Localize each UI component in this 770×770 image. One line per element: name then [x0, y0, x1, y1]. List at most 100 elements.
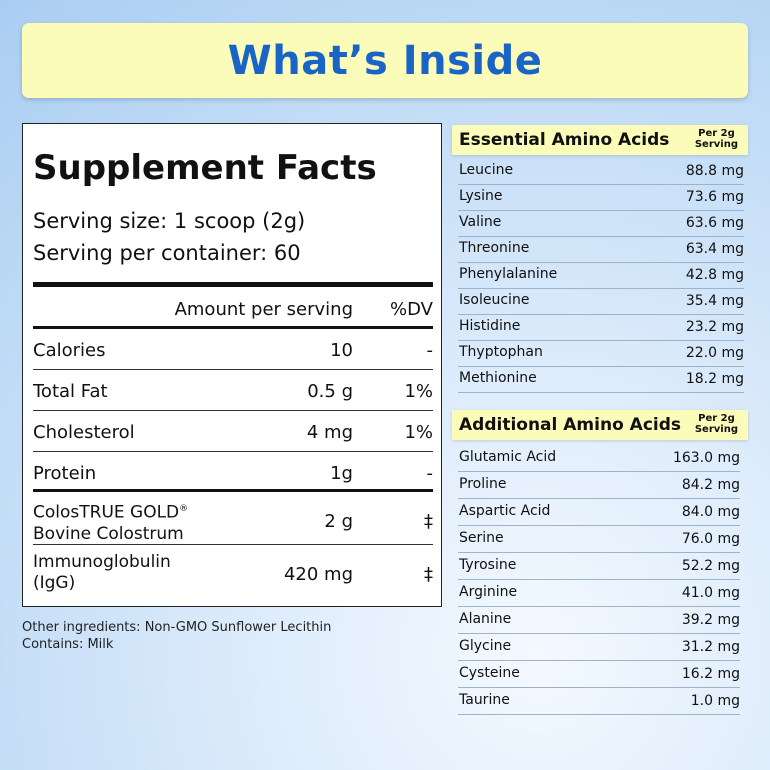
- list-item: Taurine 1.0 mg: [458, 688, 740, 715]
- amino-value: 163.0 mg: [672, 450, 740, 466]
- row-amount-calories: 10: [330, 340, 353, 361]
- contains-note: Contains: Milk: [22, 637, 114, 652]
- amino-value: 63.6 mg: [685, 215, 744, 231]
- registered-mark: ®: [179, 504, 189, 514]
- amino-value: 16.2 mg: [681, 666, 740, 682]
- header-banner: What’s Inside: [22, 23, 748, 98]
- amino-name: Aspartic Acid: [459, 503, 551, 519]
- dv-header: %DV: [390, 299, 433, 320]
- amino-name: Glutamic Acid: [459, 449, 557, 465]
- amino-value: 84.2 mg: [681, 477, 740, 493]
- amino-value: 35.4 mg: [685, 293, 744, 309]
- amino-value: 1.0 mg: [690, 693, 740, 709]
- divider-thin: [33, 544, 433, 545]
- amino-value: 84.0 mg: [681, 504, 740, 520]
- row-amount-total-fat: 0.5 g: [307, 381, 353, 402]
- additional-amino-title: Additional Amino Acids: [459, 415, 682, 435]
- list-item: Methionine 18.2 mg: [458, 366, 744, 393]
- amino-name: Tyrosine: [459, 557, 517, 573]
- amino-name: Proline: [459, 476, 507, 492]
- amino-value: 52.2 mg: [681, 558, 740, 574]
- amino-name: Phenylalanine: [459, 266, 558, 282]
- per-serving-note: Per 2g Serving: [694, 413, 738, 435]
- amino-name: Histidine: [459, 318, 521, 334]
- serving-size: Serving size: 1 scoop (2g): [33, 209, 306, 233]
- amino-name: Cysteine: [459, 665, 520, 681]
- amino-name: Leucine: [459, 162, 514, 178]
- amino-value: 22.0 mg: [685, 345, 744, 361]
- row-amount-immunoglobulin: 420 mg: [283, 564, 353, 585]
- amino-value: 88.8 mg: [685, 163, 744, 179]
- row-label-colostrum: ColosTRUE GOLD® Bovine Colostrum: [33, 499, 188, 545]
- amino-name: Arginine: [459, 584, 518, 600]
- amino-name: Glycine: [459, 638, 512, 654]
- colostrum-desc: Bovine Colostrum: [33, 523, 184, 544]
- per-serving-note: Per 2g Serving: [694, 128, 738, 150]
- amino-value: 18.2 mg: [685, 371, 744, 387]
- amino-value: 39.2 mg: [681, 612, 740, 628]
- amino-name: Threonine: [459, 240, 530, 256]
- list-item: Lysine 73.6 mg: [458, 184, 744, 211]
- list-item: Valine 63.6 mg: [458, 210, 744, 237]
- essential-amino-title: Essential Amino Acids: [459, 130, 670, 150]
- amount-per-serving-header: Amount per serving: [174, 299, 353, 320]
- row-dv-calories: -: [426, 340, 434, 361]
- row-amount-cholesterol: 4 mg: [306, 422, 353, 443]
- page-title: What’s Inside: [227, 37, 543, 84]
- servings-per-container: Serving per container: 60: [33, 241, 301, 265]
- divider-thin: [33, 451, 433, 452]
- colostrum-brand: ColosTRUE GOLD: [33, 502, 180, 523]
- divider-thin: [33, 410, 433, 411]
- amino-value: 76.0 mg: [681, 531, 740, 547]
- amino-name: Lysine: [459, 188, 503, 204]
- list-item: Tyrosine 52.2 mg: [458, 553, 740, 580]
- list-item: Cysteine 16.2 mg: [458, 661, 740, 688]
- supplement-facts-panel: Supplement Facts Serving size: 1 scoop (…: [22, 123, 442, 607]
- list-item: Alanine 39.2 mg: [458, 607, 740, 634]
- row-dv-cholesterol: 1%: [404, 422, 433, 443]
- row-dv-colostrum: ‡: [424, 511, 433, 532]
- amino-name: Alanine: [459, 611, 512, 627]
- list-item: Histidine 23.2 mg: [458, 314, 744, 341]
- amino-value: 23.2 mg: [685, 319, 744, 335]
- list-item: Glycine 31.2 mg: [458, 634, 740, 661]
- amino-name: Taurine: [459, 692, 510, 708]
- list-item: Arginine 41.0 mg: [458, 580, 740, 607]
- row-amount-protein: 1g: [330, 463, 353, 484]
- divider-thick: [33, 282, 433, 287]
- row-label-immunoglobulin: Immunoglobulin (IgG): [33, 552, 171, 594]
- list-item: Threonine 63.4 mg: [458, 236, 744, 263]
- other-ingredients: Other ingredients: Non-GMO Sunflower Lec…: [22, 620, 332, 635]
- amino-value: 63.4 mg: [685, 241, 744, 257]
- row-label-calories: Calories: [33, 340, 106, 361]
- amino-value: 31.2 mg: [681, 639, 740, 655]
- essential-amino-header: Essential Amino Acids Per 2g Serving: [452, 125, 748, 155]
- list-item: Glutamic Acid 163.0 mg: [458, 445, 740, 472]
- list-item: Aspartic Acid 84.0 mg: [458, 499, 740, 526]
- amino-name: Isoleucine: [459, 292, 530, 308]
- amino-name: Methionine: [459, 370, 537, 386]
- row-amount-colostrum: 2 g: [324, 511, 353, 532]
- amino-value: 41.0 mg: [681, 585, 740, 601]
- list-item: Serine 76.0 mg: [458, 526, 740, 553]
- divider-thin: [33, 369, 433, 370]
- additional-amino-header: Additional Amino Acids Per 2g Serving: [452, 410, 748, 440]
- row-label-total-fat: Total Fat: [33, 381, 108, 402]
- amino-name: Serine: [459, 530, 504, 546]
- divider-medium: [33, 326, 433, 329]
- amino-value: 73.6 mg: [685, 189, 744, 205]
- divider-medium: [33, 489, 433, 492]
- list-item: Isoleucine 35.4 mg: [458, 288, 744, 315]
- list-item: Proline 84.2 mg: [458, 472, 740, 499]
- amino-name: Valine: [459, 214, 502, 230]
- immunoglobulin-name: Immunoglobulin: [33, 552, 171, 572]
- amino-value: 42.8 mg: [685, 267, 744, 283]
- row-dv-total-fat: 1%: [404, 381, 433, 402]
- list-item: Thyptophan 22.0 mg: [458, 340, 744, 367]
- row-label-cholesterol: Cholesterol: [33, 422, 135, 443]
- list-item: Leucine 88.8 mg: [458, 158, 744, 185]
- row-label-protein: Protein: [33, 463, 97, 484]
- amino-name: Thyptophan: [459, 344, 543, 360]
- list-item: Phenylalanine 42.8 mg: [458, 262, 744, 289]
- immunoglobulin-abbr: (IgG): [33, 573, 76, 593]
